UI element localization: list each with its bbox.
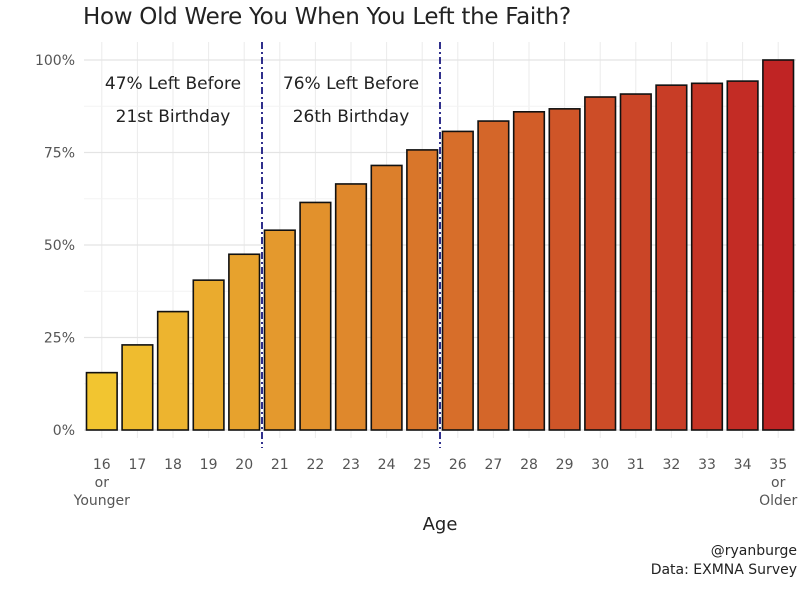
y-tick-label: 50% xyxy=(44,238,75,254)
bar xyxy=(263,229,296,431)
bar xyxy=(370,164,403,431)
x-tick-label: 29 xyxy=(556,457,574,473)
bar xyxy=(762,59,795,431)
x-tick-label: 30 xyxy=(591,457,609,473)
x-tick-label: 24 xyxy=(378,457,396,473)
x-tick-label: 33 xyxy=(698,457,716,473)
bar xyxy=(548,108,581,431)
x-axis-title: Age xyxy=(423,514,458,535)
x-tick-label: 17 xyxy=(128,457,146,473)
author-credit: @ryanburge xyxy=(710,543,797,559)
bar xyxy=(85,371,118,431)
x-tick-label: 28 xyxy=(520,457,538,473)
source-credit: Data: EXMNA Survey xyxy=(650,562,797,578)
bar xyxy=(441,130,474,431)
x-tick-label: 22 xyxy=(306,457,324,473)
x-tick-label: 27 xyxy=(484,457,502,473)
x-tick-label: 32 xyxy=(662,457,680,473)
x-tick-label: 19 xyxy=(200,457,218,473)
bar xyxy=(228,253,261,431)
bar xyxy=(477,120,510,431)
bar xyxy=(726,80,759,431)
x-tick-label: Younger xyxy=(73,493,131,509)
axis-label-layer: 0% 25% 50% 75% 100% 16 or Younger 17 18 19 20 21 22 23… xyxy=(35,53,798,535)
y-tick-label: 0% xyxy=(53,423,75,439)
reference-annotation: 21st Birthday xyxy=(116,107,231,127)
x-tick-label: 21 xyxy=(271,457,289,473)
bar xyxy=(690,82,724,431)
bar-layer xyxy=(85,59,795,431)
chart-title: How Old Were You When You Left the Faith… xyxy=(83,4,571,30)
x-tick-label: 31 xyxy=(627,457,645,473)
bar xyxy=(512,111,546,431)
x-tick-label: 16 xyxy=(93,457,111,473)
x-tick-label: 34 xyxy=(734,457,752,473)
reference-annotation: 26th Birthday xyxy=(293,107,410,127)
reference-annotation: 47% Left Before xyxy=(105,74,241,94)
reference-annotation: 76% Left Before xyxy=(283,74,419,94)
bar xyxy=(156,310,190,431)
y-tick-label: 25% xyxy=(44,331,75,347)
bar xyxy=(192,279,225,431)
y-tick-label: 100% xyxy=(35,53,75,69)
bar xyxy=(406,149,439,431)
bar xyxy=(584,96,617,431)
y-tick-label: 75% xyxy=(44,146,75,162)
x-tick-label: Older xyxy=(759,493,797,509)
bar xyxy=(655,84,688,431)
bar xyxy=(121,344,154,431)
x-tick-label: 35 xyxy=(769,457,787,473)
x-tick-label: 25 xyxy=(413,457,431,473)
bar xyxy=(619,93,652,431)
bar xyxy=(299,201,332,431)
x-tick-label: 26 xyxy=(449,457,467,473)
x-tick-label: or xyxy=(95,475,110,491)
x-tick-label: 23 xyxy=(342,457,360,473)
x-tick-label: 20 xyxy=(235,457,253,473)
bar xyxy=(334,183,368,431)
x-tick-label: 18 xyxy=(164,457,182,473)
x-tick-label: or xyxy=(771,475,786,491)
